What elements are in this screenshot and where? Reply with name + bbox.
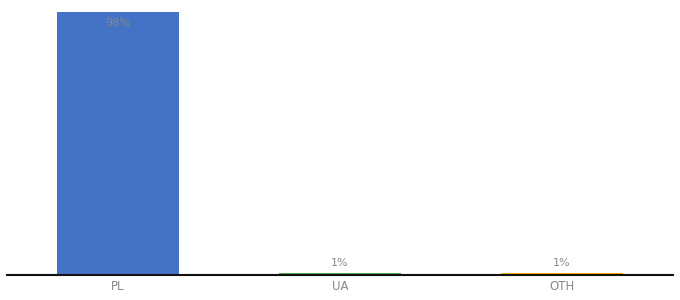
Text: 98%: 98% (105, 18, 131, 28)
Text: 1%: 1% (554, 259, 571, 269)
Bar (279, 272, 401, 275)
Text: 1%: 1% (331, 259, 349, 269)
Bar (501, 272, 623, 275)
Bar (57, 12, 179, 275)
